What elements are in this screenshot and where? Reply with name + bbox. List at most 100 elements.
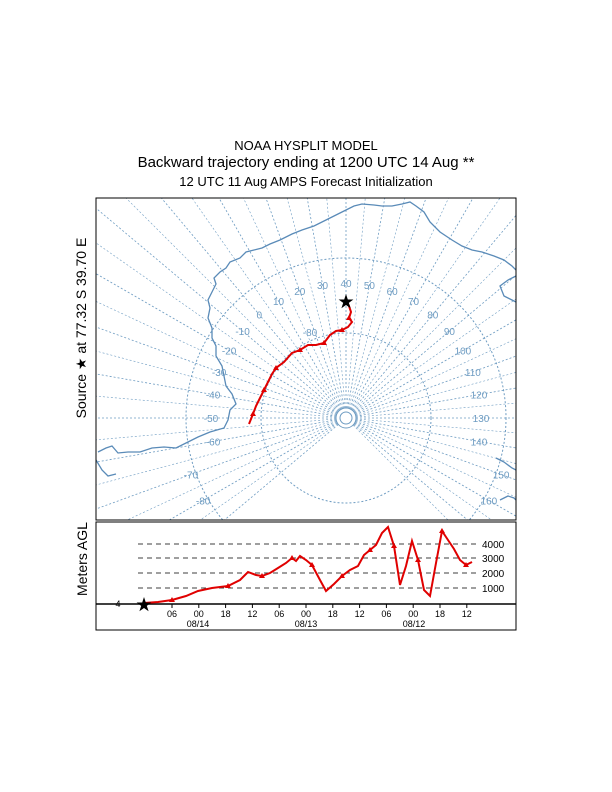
time-tick-label: 18	[328, 609, 338, 619]
meridian-line	[306, 198, 345, 409]
altitude-marker	[339, 573, 345, 578]
meridian-minor-line	[348, 198, 406, 409]
latitude-circle	[260, 332, 432, 504]
altitude-marker	[415, 557, 421, 562]
longitude-label: -40	[206, 391, 221, 402]
meridian-minor-line	[354, 421, 516, 498]
meridian-line	[218, 198, 342, 410]
meridian-line	[96, 207, 339, 412]
meridian-line	[160, 198, 340, 411]
time-tick-label: 18	[435, 609, 445, 619]
altitude-marker	[225, 583, 231, 588]
meridian-minor-line	[326, 198, 346, 409]
continent-outline-east	[499, 275, 516, 303]
meridian-line	[355, 419, 516, 449]
meridian-line	[354, 422, 516, 517]
meridian-minor-line	[352, 424, 449, 520]
coastline-east-fragment	[495, 457, 516, 471]
meridian-minor-line	[243, 198, 343, 410]
meridian-minor-line	[96, 395, 337, 418]
profile-frame	[95, 521, 517, 631]
meridian-minor-line	[355, 420, 516, 464]
altitude-marker	[169, 597, 175, 602]
meridian-minor-line	[349, 198, 449, 410]
reference-levels: 4000 3000 2000 1000	[138, 540, 505, 595]
meridian-minor-line	[354, 423, 493, 520]
longitude-label: 80	[427, 311, 439, 322]
time-tick-label: 00	[194, 609, 204, 619]
plot-title: Backward trajectory ending at 1200 UTC 1…	[137, 154, 475, 171]
meridian-minor-line	[191, 198, 341, 410]
longitude-label: -20	[222, 347, 237, 358]
altitude-marker	[259, 573, 265, 578]
reference-level-label: 3000	[482, 554, 505, 565]
meridian-line	[96, 273, 338, 414]
meridian-minor-line	[199, 423, 338, 520]
time-tick-label: 00	[301, 609, 311, 619]
altitude-marker	[391, 543, 397, 548]
altitude-profile: 4	[115, 525, 473, 612]
longitude-label: -10	[235, 327, 250, 338]
meridian-line	[96, 326, 337, 415]
time-tick-label: 12	[355, 609, 365, 619]
meridian-minor-line	[355, 402, 516, 418]
altitude-line	[143, 525, 473, 604]
source-star-icon	[338, 294, 354, 309]
meridian-minor-line	[354, 338, 516, 415]
longitude-label: 150	[493, 470, 510, 481]
reference-level-label: 1000	[482, 584, 505, 595]
meridian-line	[96, 421, 337, 510]
altitude-marker	[367, 547, 373, 552]
meridian-line	[168, 422, 338, 520]
meridian-minor-line	[351, 198, 501, 410]
altitude-marker	[439, 528, 445, 533]
meridian-line	[223, 424, 339, 520]
date-label: 08/12	[403, 619, 426, 629]
trajectory-line	[248, 299, 354, 425]
meridian-line	[96, 373, 337, 417]
altitude-marker	[309, 562, 315, 567]
trajectory-marker	[273, 365, 279, 370]
date-label: 08/13	[295, 619, 318, 629]
latitude-label: -80	[303, 328, 318, 339]
meridian-minor-line	[355, 372, 516, 416]
vertical-profile-panel: 4000 3000 2000 1000 4 06 00 18 12 06 00 18 12 06 00 1…	[95, 521, 517, 631]
meridian-minor-line	[96, 301, 338, 415]
trajectory-marker	[339, 327, 345, 332]
altitude-marker	[289, 555, 295, 560]
time-tick-label: 00	[408, 609, 418, 619]
coastline-southeast-fragment	[499, 495, 516, 501]
trajectory-marker	[346, 315, 352, 320]
longitude-label: -80	[196, 497, 211, 508]
map-frame	[95, 197, 517, 521]
time-tick-label: 06	[167, 609, 177, 619]
meridian-line	[355, 421, 516, 481]
meridian-minor-line	[355, 418, 516, 434]
start-star-icon	[136, 597, 152, 612]
meridian-minor-line	[96, 420, 337, 486]
time-tick-label: 18	[221, 609, 231, 619]
longitude-label: 30	[317, 281, 329, 292]
longitude-label: 0	[256, 311, 262, 322]
model-name: NOAA HYSPLIT MODEL	[234, 138, 378, 153]
meridian-line	[352, 214, 516, 411]
longitude-label: 10	[273, 297, 285, 308]
meridian-minor-line	[352, 247, 516, 412]
trajectory-marker	[261, 387, 267, 392]
pole-ring-inner	[339, 411, 353, 425]
meridian-minor-line	[286, 198, 344, 409]
reference-level-label: 2000	[482, 569, 505, 580]
trajectory-marker	[297, 347, 303, 352]
longitude-label: 130	[473, 414, 490, 425]
time-tick-label: 12	[247, 609, 257, 619]
longitude-label: 40	[340, 279, 352, 290]
longitude-label: -60	[206, 437, 221, 448]
time-tick-label: 06	[381, 609, 391, 619]
longitude-label: 50	[364, 281, 376, 292]
meridian-minor-line	[96, 242, 338, 413]
longitude-label: 20	[294, 287, 306, 298]
meridian-minor-line	[96, 418, 337, 441]
coastline-west-fragment	[96, 459, 117, 477]
